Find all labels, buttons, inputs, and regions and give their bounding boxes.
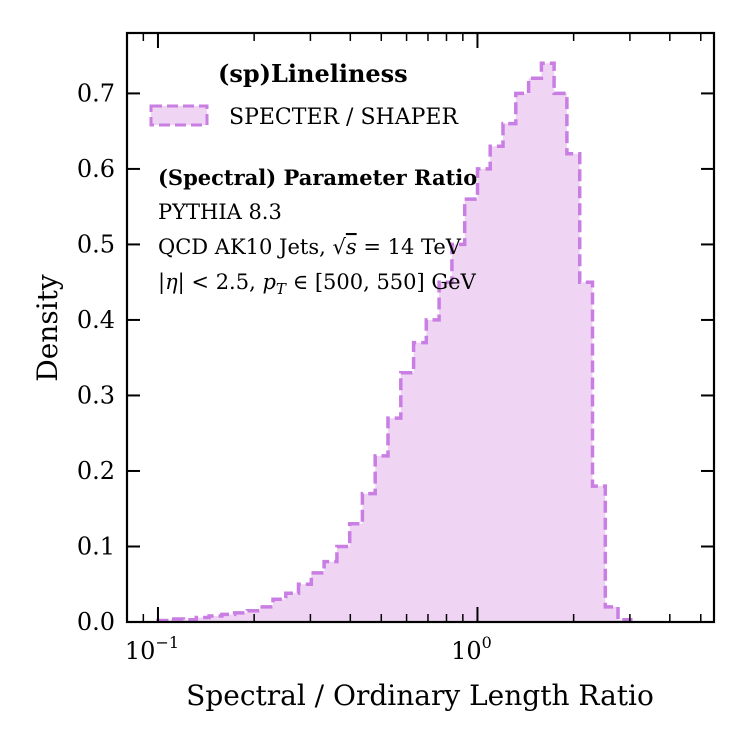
x-axis-label: Spectral / Ordinary Length Ratio xyxy=(186,679,654,712)
legend-swatch xyxy=(149,104,209,127)
y-tick-label: 0.5 xyxy=(77,230,115,258)
y-tick-label: 0.2 xyxy=(77,457,115,485)
legend: (sp)Lineliness SPECTER / SHAPER xyxy=(149,59,459,130)
y-tick-label: 0.0 xyxy=(77,608,115,636)
y-tick-label: 0.1 xyxy=(77,532,115,560)
x-tick-label: 10−1 xyxy=(125,633,179,665)
histogram-outline xyxy=(156,61,633,623)
axis-ticks: 0.0 0.1 0.2 0.3 0.4 0.5 0.6 0.7 10−1 100 xyxy=(77,33,714,665)
annotation-heading: (Spectral) Parameter Ratio xyxy=(158,165,477,190)
annotation-sample: QCD AK10 Jets, √s = 14 TeV xyxy=(158,235,462,259)
annotation-cuts: |η| < 2.5, pT ∈ [500, 550] GeV xyxy=(158,270,477,298)
y-tick-label: 0.3 xyxy=(77,381,115,409)
plot-area xyxy=(156,61,633,623)
y-axis-label: Density xyxy=(31,274,64,382)
annotation-generator: PYTHIA 8.3 xyxy=(158,200,282,224)
axes-frame xyxy=(125,31,716,624)
legend-title: (sp)Lineliness xyxy=(218,59,408,88)
y-tick-label: 0.4 xyxy=(77,306,115,334)
legend-entry: SPECTER / SHAPER xyxy=(229,105,459,130)
x-tick-label: 100 xyxy=(451,633,492,665)
annotation-block: (Spectral) Parameter Ratio PYTHIA 8.3 QC… xyxy=(158,165,477,298)
y-tick-label: 0.6 xyxy=(77,155,115,183)
histogram-fill xyxy=(158,63,631,622)
y-tick-label: 0.7 xyxy=(77,79,115,107)
